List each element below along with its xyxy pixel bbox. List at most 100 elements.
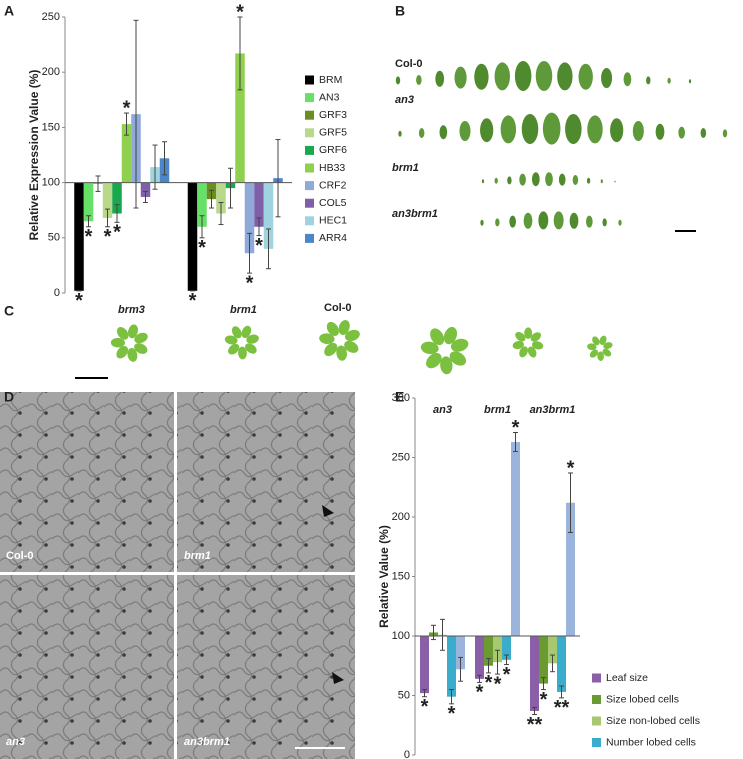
leaf — [569, 212, 579, 229]
legend-swatch — [305, 128, 314, 138]
y-tick-label: 50 — [398, 689, 410, 701]
leaf — [454, 66, 467, 89]
bar — [557, 636, 566, 692]
leaf — [602, 218, 607, 227]
leaf — [618, 219, 622, 226]
significance-mark: * — [494, 673, 502, 695]
leaf — [395, 76, 401, 85]
rosette-leaf — [587, 343, 597, 351]
bar — [140, 182, 151, 197]
leaf — [519, 173, 526, 186]
rosette-leaf — [344, 340, 359, 353]
legend-swatch — [305, 145, 314, 155]
leaf — [557, 62, 573, 91]
image-label: brm1 — [230, 304, 257, 316]
bar — [548, 636, 557, 664]
bar — [530, 636, 539, 711]
rosette-leaf — [134, 343, 148, 354]
image-label: Col-0 — [395, 58, 423, 70]
rosette-leaf — [450, 338, 469, 352]
rosette-leaf — [116, 327, 129, 340]
legend-label: Size non-lobed cells — [606, 715, 700, 727]
rosette-leaf — [515, 331, 526, 342]
leaf — [688, 79, 692, 84]
arrowhead — [322, 505, 334, 517]
image-label: an3 — [395, 94, 414, 106]
leaf — [572, 175, 579, 185]
legend-label: Number lobed cells — [606, 736, 696, 748]
rosette-leaf — [597, 351, 604, 362]
leaf — [667, 77, 671, 84]
significance-mark: * — [421, 696, 429, 718]
leaf — [586, 215, 593, 228]
legend-swatch — [305, 181, 314, 191]
bar — [456, 636, 465, 670]
y-tick-label: 300 — [392, 392, 410, 404]
image-label: Col-0 — [6, 550, 34, 562]
leaf — [509, 215, 516, 228]
rosette-leaf — [224, 335, 238, 345]
leaf — [507, 176, 512, 185]
legend-swatch — [305, 233, 314, 243]
y-tick-label: 50 — [48, 232, 60, 244]
rosette-leaf — [530, 332, 541, 342]
bar — [511, 442, 520, 636]
legend-swatch — [592, 738, 601, 747]
legend-label: GRF3 — [319, 109, 347, 121]
legend-swatch — [305, 216, 314, 226]
micrograph — [0, 392, 174, 572]
rosette-leaf — [110, 337, 125, 348]
leaf — [514, 61, 532, 91]
bar — [83, 182, 94, 222]
legend-swatch — [305, 110, 314, 120]
arrowhead — [332, 672, 344, 684]
leaf — [416, 75, 422, 85]
bar — [112, 182, 122, 214]
rosette-leaf — [231, 326, 242, 339]
y-axis-label: Relative Value (%) — [377, 525, 391, 628]
leaf — [722, 129, 728, 138]
rosette-leaf — [326, 321, 339, 336]
bar — [254, 182, 264, 227]
bar — [187, 182, 198, 291]
y-tick-label: 150 — [392, 570, 410, 582]
legend-label: COL5 — [319, 197, 347, 209]
significance-mark: * — [113, 222, 121, 244]
significance-mark: * — [236, 1, 244, 23]
legend-label: BRM — [319, 74, 342, 86]
rosette-leaf — [344, 329, 360, 342]
legend-swatch — [305, 163, 314, 173]
leaf — [632, 121, 644, 141]
rosette-leaf — [449, 351, 467, 366]
leaf — [418, 128, 425, 138]
legend-swatch — [592, 673, 601, 683]
bar — [447, 636, 456, 697]
leaf — [494, 177, 498, 184]
bar — [475, 636, 484, 679]
y-tick-label: 200 — [392, 511, 410, 523]
rosette-leaf — [336, 345, 347, 361]
leaf — [678, 126, 685, 139]
panel-label: C — [4, 303, 14, 319]
rosette-leaf — [324, 342, 338, 357]
leaf — [586, 177, 591, 184]
leaf — [553, 211, 564, 230]
panel-label: A — [4, 3, 14, 19]
rosette-leaf — [592, 336, 600, 346]
y-tick-label: 250 — [42, 11, 60, 23]
legend-label: HEC1 — [319, 215, 347, 227]
leaf — [521, 114, 539, 144]
rosette-leaf — [238, 346, 247, 360]
bar — [493, 636, 502, 663]
bar — [420, 636, 429, 694]
legend-swatch — [592, 695, 601, 704]
rosette-leaf — [245, 343, 257, 354]
y-axis-label: Relative Expression Value (%) — [27, 70, 41, 241]
leaf — [610, 118, 624, 143]
leaf — [542, 112, 561, 145]
rosette-leaf — [531, 341, 544, 350]
rosette-leaf — [512, 341, 525, 350]
leaf — [474, 63, 489, 90]
category-label: brm1 — [484, 404, 511, 416]
significance-mark: * — [503, 664, 511, 686]
